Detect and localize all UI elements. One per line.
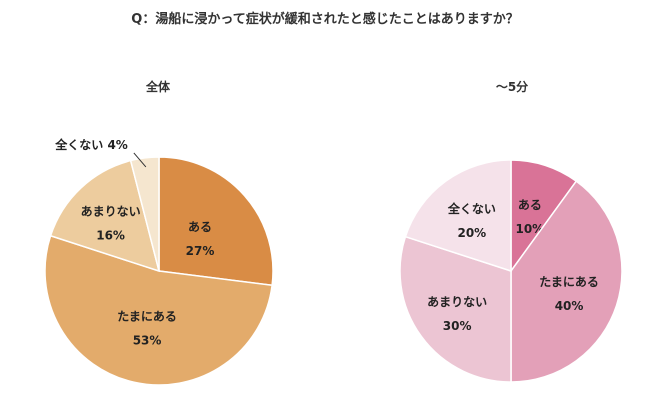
pie0-label-1: たまにある — [117, 309, 177, 323]
pie0-value-0: 27% — [186, 244, 215, 258]
pie0-leader-3 — [133, 152, 147, 168]
pie-title-overall: 全体 — [145, 80, 170, 94]
pie-title-under-5min: ～5分 — [495, 80, 529, 94]
pie1-value-1: 40% — [555, 299, 584, 313]
pie1-value-0: 10% — [515, 222, 544, 236]
chart-question-title: Q：湯船に浸かって症状が緩和されたと感じたことはありますか？ — [131, 12, 519, 27]
pie0-slice-2 — [49, 159, 161, 273]
pie1-slice-1 — [510, 180, 623, 383]
pie0-value-2: 16% — [96, 228, 125, 242]
pie1-slice-3 — [404, 159, 512, 273]
pie1-label-2: あまりない — [427, 295, 487, 309]
pie0-label-3: 全くない 4% — [54, 137, 128, 152]
pie0-slice-3 — [129, 156, 160, 272]
pie1-value-2: 30% — [443, 319, 472, 333]
pie0-value-1: 53% — [133, 333, 162, 347]
pie1-slice-2 — [399, 235, 512, 383]
pie1-value-3: 20% — [457, 226, 486, 240]
pie0-slice-1 — [44, 234, 273, 386]
pie1-label-1: たまにある — [539, 275, 599, 289]
pie0-label-0: ある — [188, 220, 212, 234]
pie1-label-0: ある — [518, 198, 542, 212]
pie1-label-3: 全くない — [447, 201, 496, 216]
pie0-slice-0 — [158, 156, 274, 287]
pie0-label-2: あまりない — [81, 204, 141, 218]
